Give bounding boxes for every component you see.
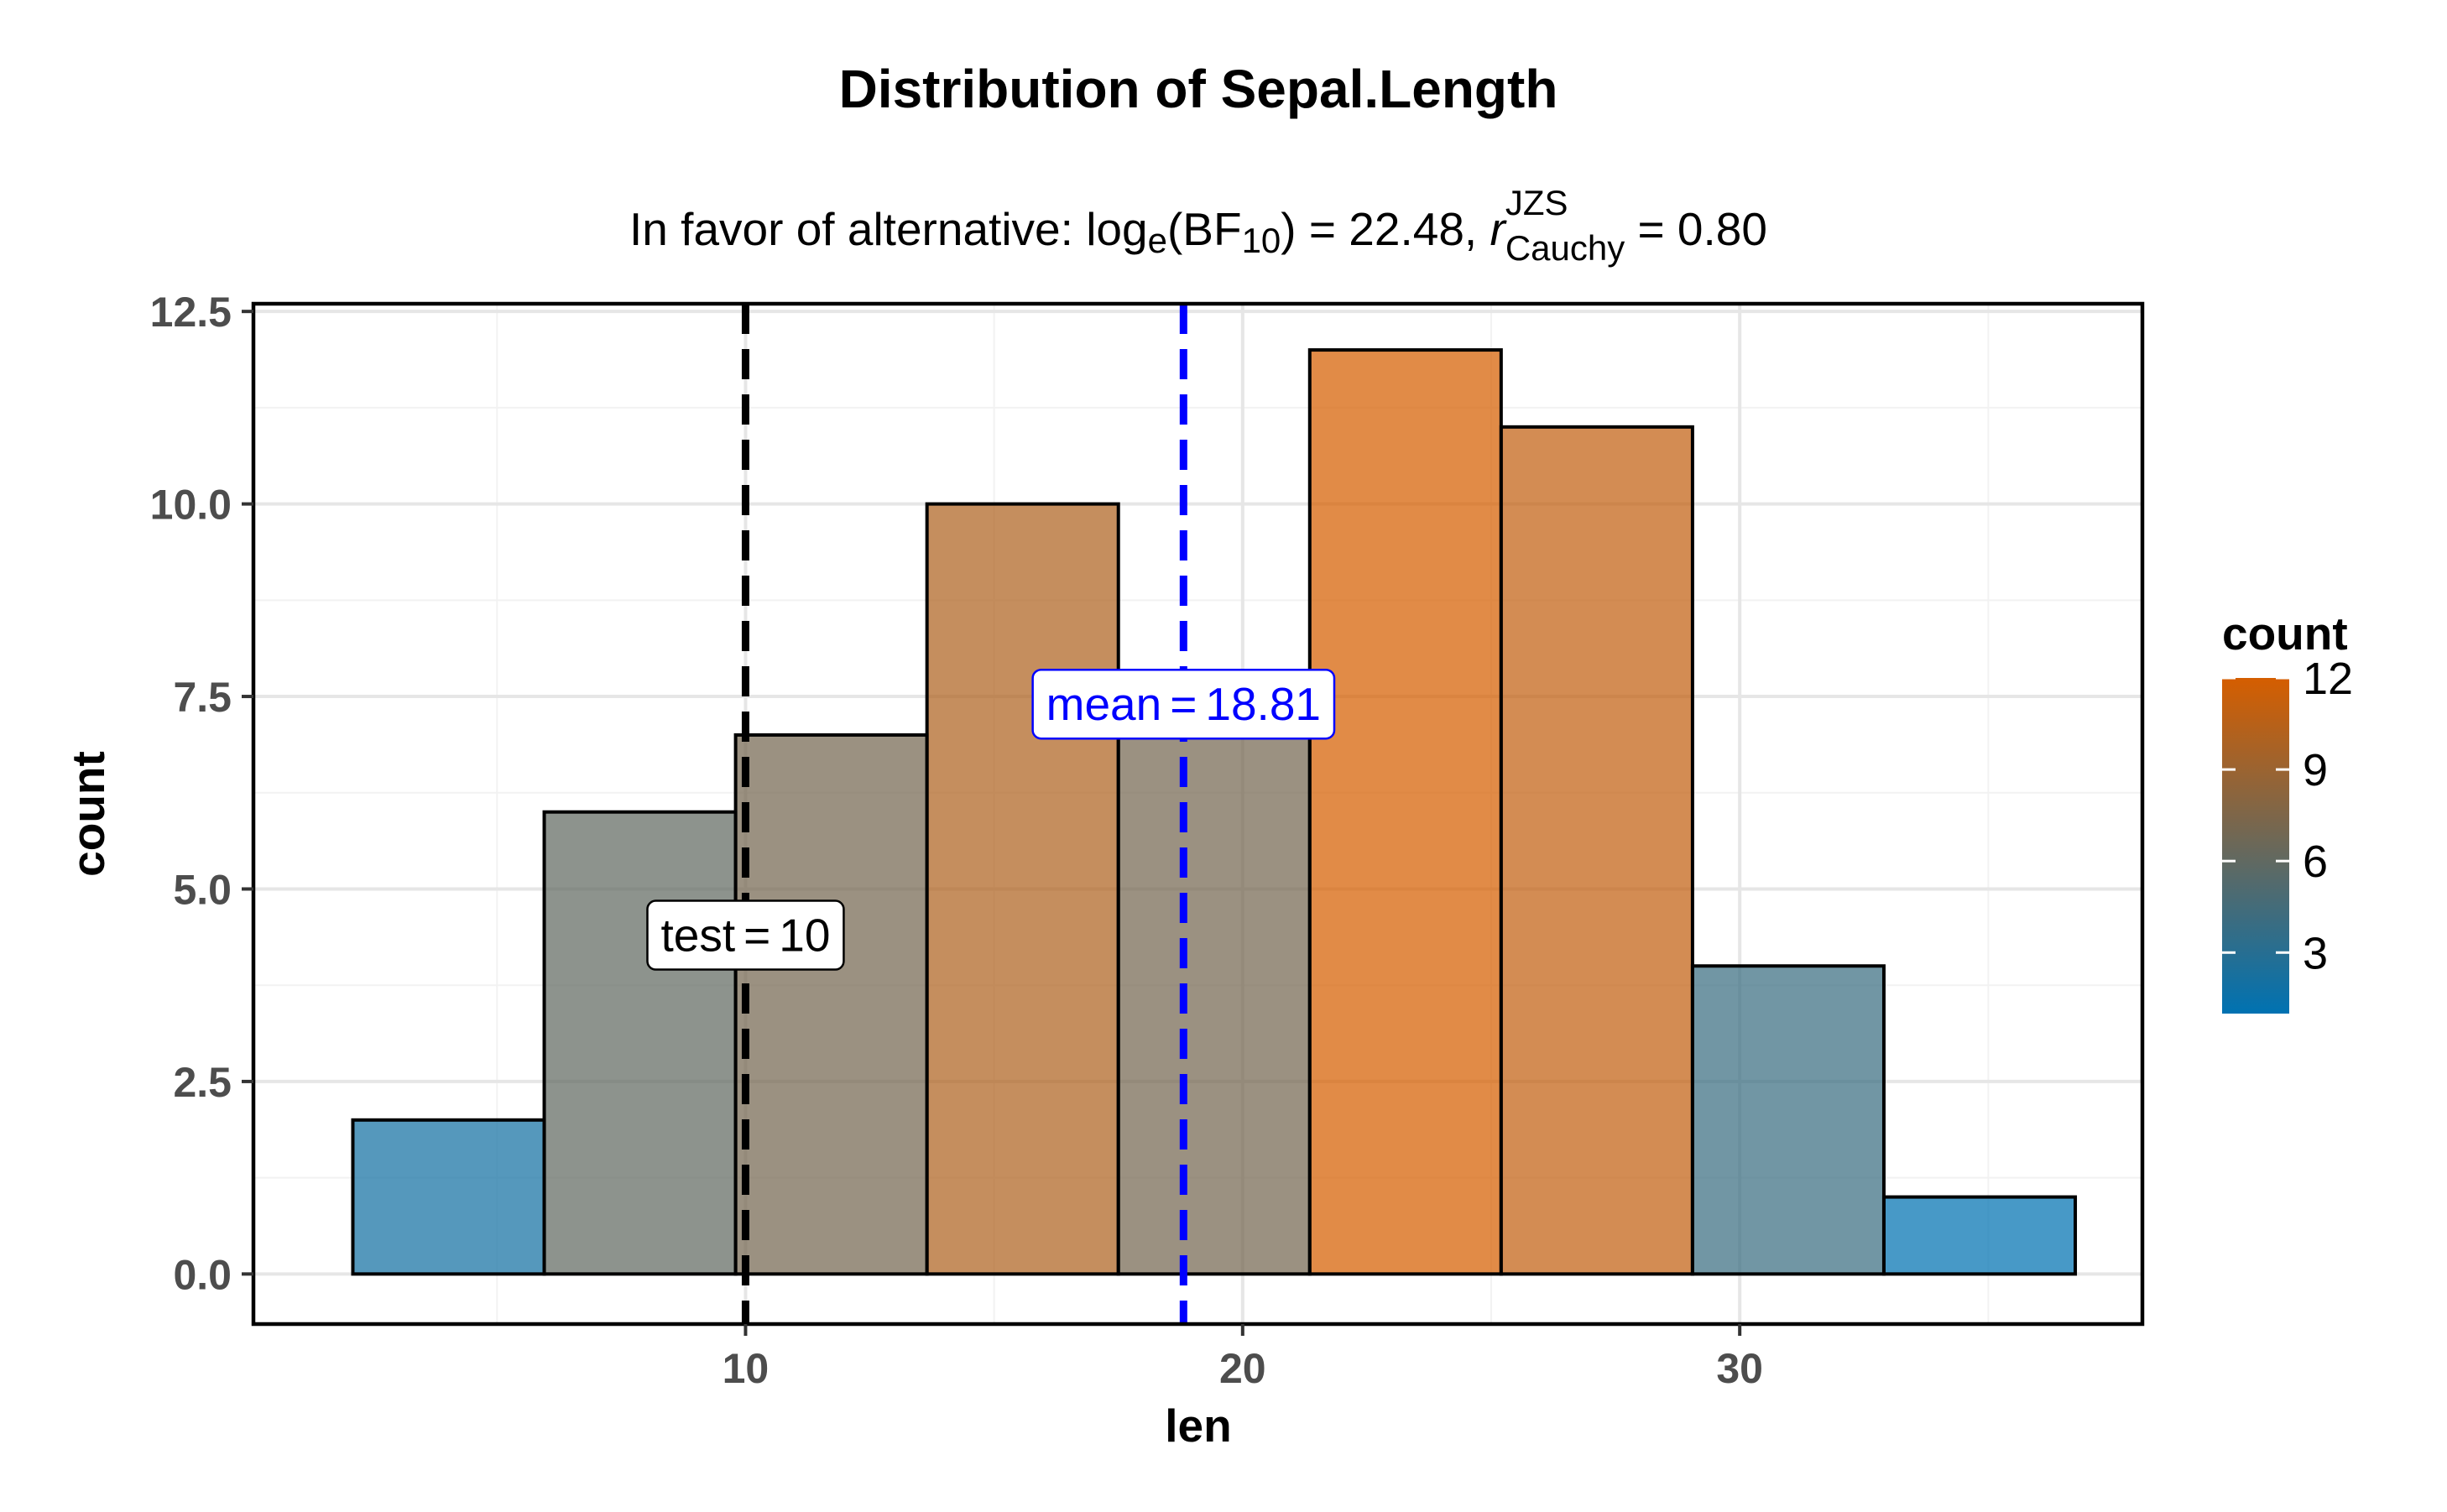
histogram-bars — [351, 348, 2078, 1276]
subtitle-r-value: = 0.80 — [1625, 203, 1767, 255]
x-axis-label: len — [1165, 1400, 1231, 1452]
y-tick-label: 12.5 — [150, 289, 232, 336]
histogram-bar — [1690, 964, 1886, 1276]
legend-tick-label: 3 — [2303, 928, 2328, 978]
histogram-bar — [733, 733, 929, 1276]
label-value: 10 — [779, 910, 830, 962]
color-legend: count 3 6 9 12 — [2222, 607, 2353, 1014]
subtitle-bf-value: = 22.48, — [1297, 203, 1490, 255]
label-text: mean = 18.81 — [1046, 678, 1321, 730]
histogram-bar — [1499, 425, 1694, 1276]
plot-panel-border — [251, 301, 2145, 1327]
legend-tick-label: 12 — [2303, 654, 2353, 704]
x-tick-label: 10 — [723, 1345, 770, 1392]
x-axis: 10 20 30 — [723, 1324, 1763, 1392]
label-name: test — [660, 910, 735, 962]
legend-tick-label: 6 — [2303, 837, 2328, 887]
legend-title: count — [2222, 607, 2348, 660]
histogram-bar — [1116, 733, 1312, 1276]
legend-tick-label: 9 — [2303, 745, 2328, 795]
x-tick-label: 20 — [1219, 1345, 1266, 1392]
label-eq: = — [1170, 678, 1197, 730]
y-tick-label: 10.0 — [150, 482, 232, 529]
y-tick-label: 2.5 — [173, 1059, 232, 1106]
legend-ticks: 3 6 9 12 — [2222, 654, 2353, 978]
y-tick-label: 0.0 — [173, 1251, 232, 1298]
label-box — [1031, 668, 1336, 740]
histogram-bar — [542, 810, 738, 1276]
legend-colorbar — [2222, 678, 2289, 1014]
histogram-bar — [1881, 1195, 2078, 1276]
reference-label-mean: mean = 18.81 — [1031, 668, 1336, 740]
y-axis: 0.0 2.5 5.0 7.5 10.0 12.5 — [150, 289, 253, 1298]
label-text: test = 10 — [660, 910, 830, 962]
chart-title: Distribution of Sepal.Length — [839, 59, 1558, 119]
subtitle-r-sub: Cauchy — [1505, 228, 1625, 268]
label-name: mean — [1046, 678, 1162, 730]
label-eq: = — [743, 910, 770, 962]
subtitle-bf-open: (BF — [1167, 203, 1242, 255]
y-axis-label: count — [62, 751, 114, 877]
chart-subtitle: In favor of alternative: loge(BF10) = 22… — [629, 183, 1767, 268]
subtitle-r: r — [1490, 203, 1508, 255]
histogram-bar — [351, 1118, 546, 1276]
histogram-bar — [1307, 348, 1503, 1276]
reference-label-test: test = 10 — [646, 899, 845, 971]
subtitle-prefix: In favor of alternative: log — [629, 203, 1148, 255]
label-box — [646, 899, 845, 971]
subtitle-bf-close: ) — [1281, 203, 1296, 255]
subtitle-r-sup: JZS — [1505, 183, 1568, 222]
label-value: 18.81 — [1205, 678, 1321, 730]
y-tick-label: 5.0 — [173, 866, 232, 913]
histogram-bar — [925, 502, 1120, 1276]
y-tick-label: 7.5 — [173, 674, 232, 721]
subtitle-log-base: e — [1148, 221, 1167, 260]
subtitle-bf-sub: 10 — [1242, 221, 1281, 260]
x-tick-label: 30 — [1716, 1345, 1763, 1392]
